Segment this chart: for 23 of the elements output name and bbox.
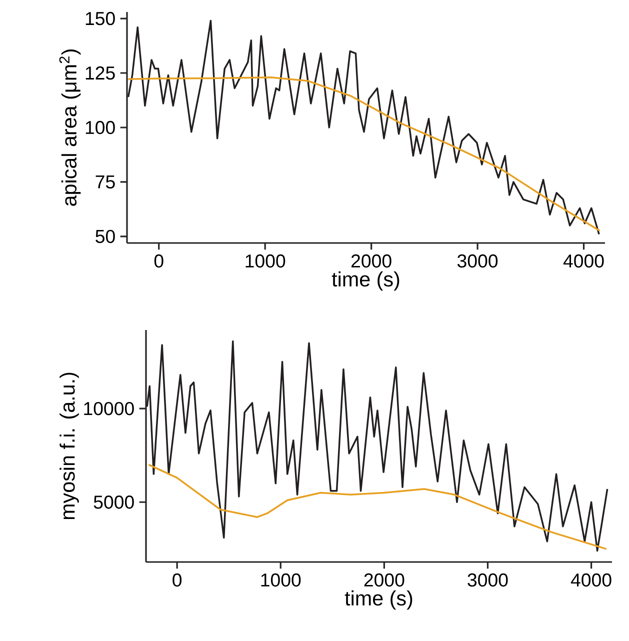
x-tick-label: 3000 bbox=[468, 573, 508, 587]
y-tick-label: 125 bbox=[86, 66, 115, 80]
y-tick-label: 50 bbox=[96, 230, 115, 244]
x-tick-label: 4000 bbox=[570, 573, 612, 587]
y-tick-label: 10000 bbox=[84, 402, 134, 416]
x-tick-label: 2000 bbox=[364, 573, 404, 587]
line-series bbox=[148, 464, 608, 550]
line-series bbox=[127, 76, 601, 232]
x-tick-label: 3000 bbox=[457, 254, 498, 268]
x-tick-label: 4000 bbox=[563, 254, 604, 268]
y-tick-label: 5000 bbox=[94, 496, 134, 509]
x-axis-title: time (s) bbox=[344, 590, 412, 610]
x-tick-label: 1000 bbox=[261, 573, 301, 587]
y-tick-label: 100 bbox=[86, 120, 115, 134]
y-tick-label: 150 bbox=[86, 12, 115, 26]
y-axis-title: myosin f.i. (a.u.) bbox=[60, 372, 79, 520]
y-tick-label: 75 bbox=[96, 175, 115, 188]
y-axis-title: apical area (μm$^{2}$) bbox=[59, 50, 81, 206]
x-tick-label: 2000 bbox=[351, 254, 392, 268]
x-tick-label: 1000 bbox=[246, 254, 286, 268]
x-tick-label: 0 bbox=[172, 573, 182, 587]
x-tick-label: 0 bbox=[154, 254, 164, 268]
x-axis-title: time (s) bbox=[332, 271, 400, 291]
